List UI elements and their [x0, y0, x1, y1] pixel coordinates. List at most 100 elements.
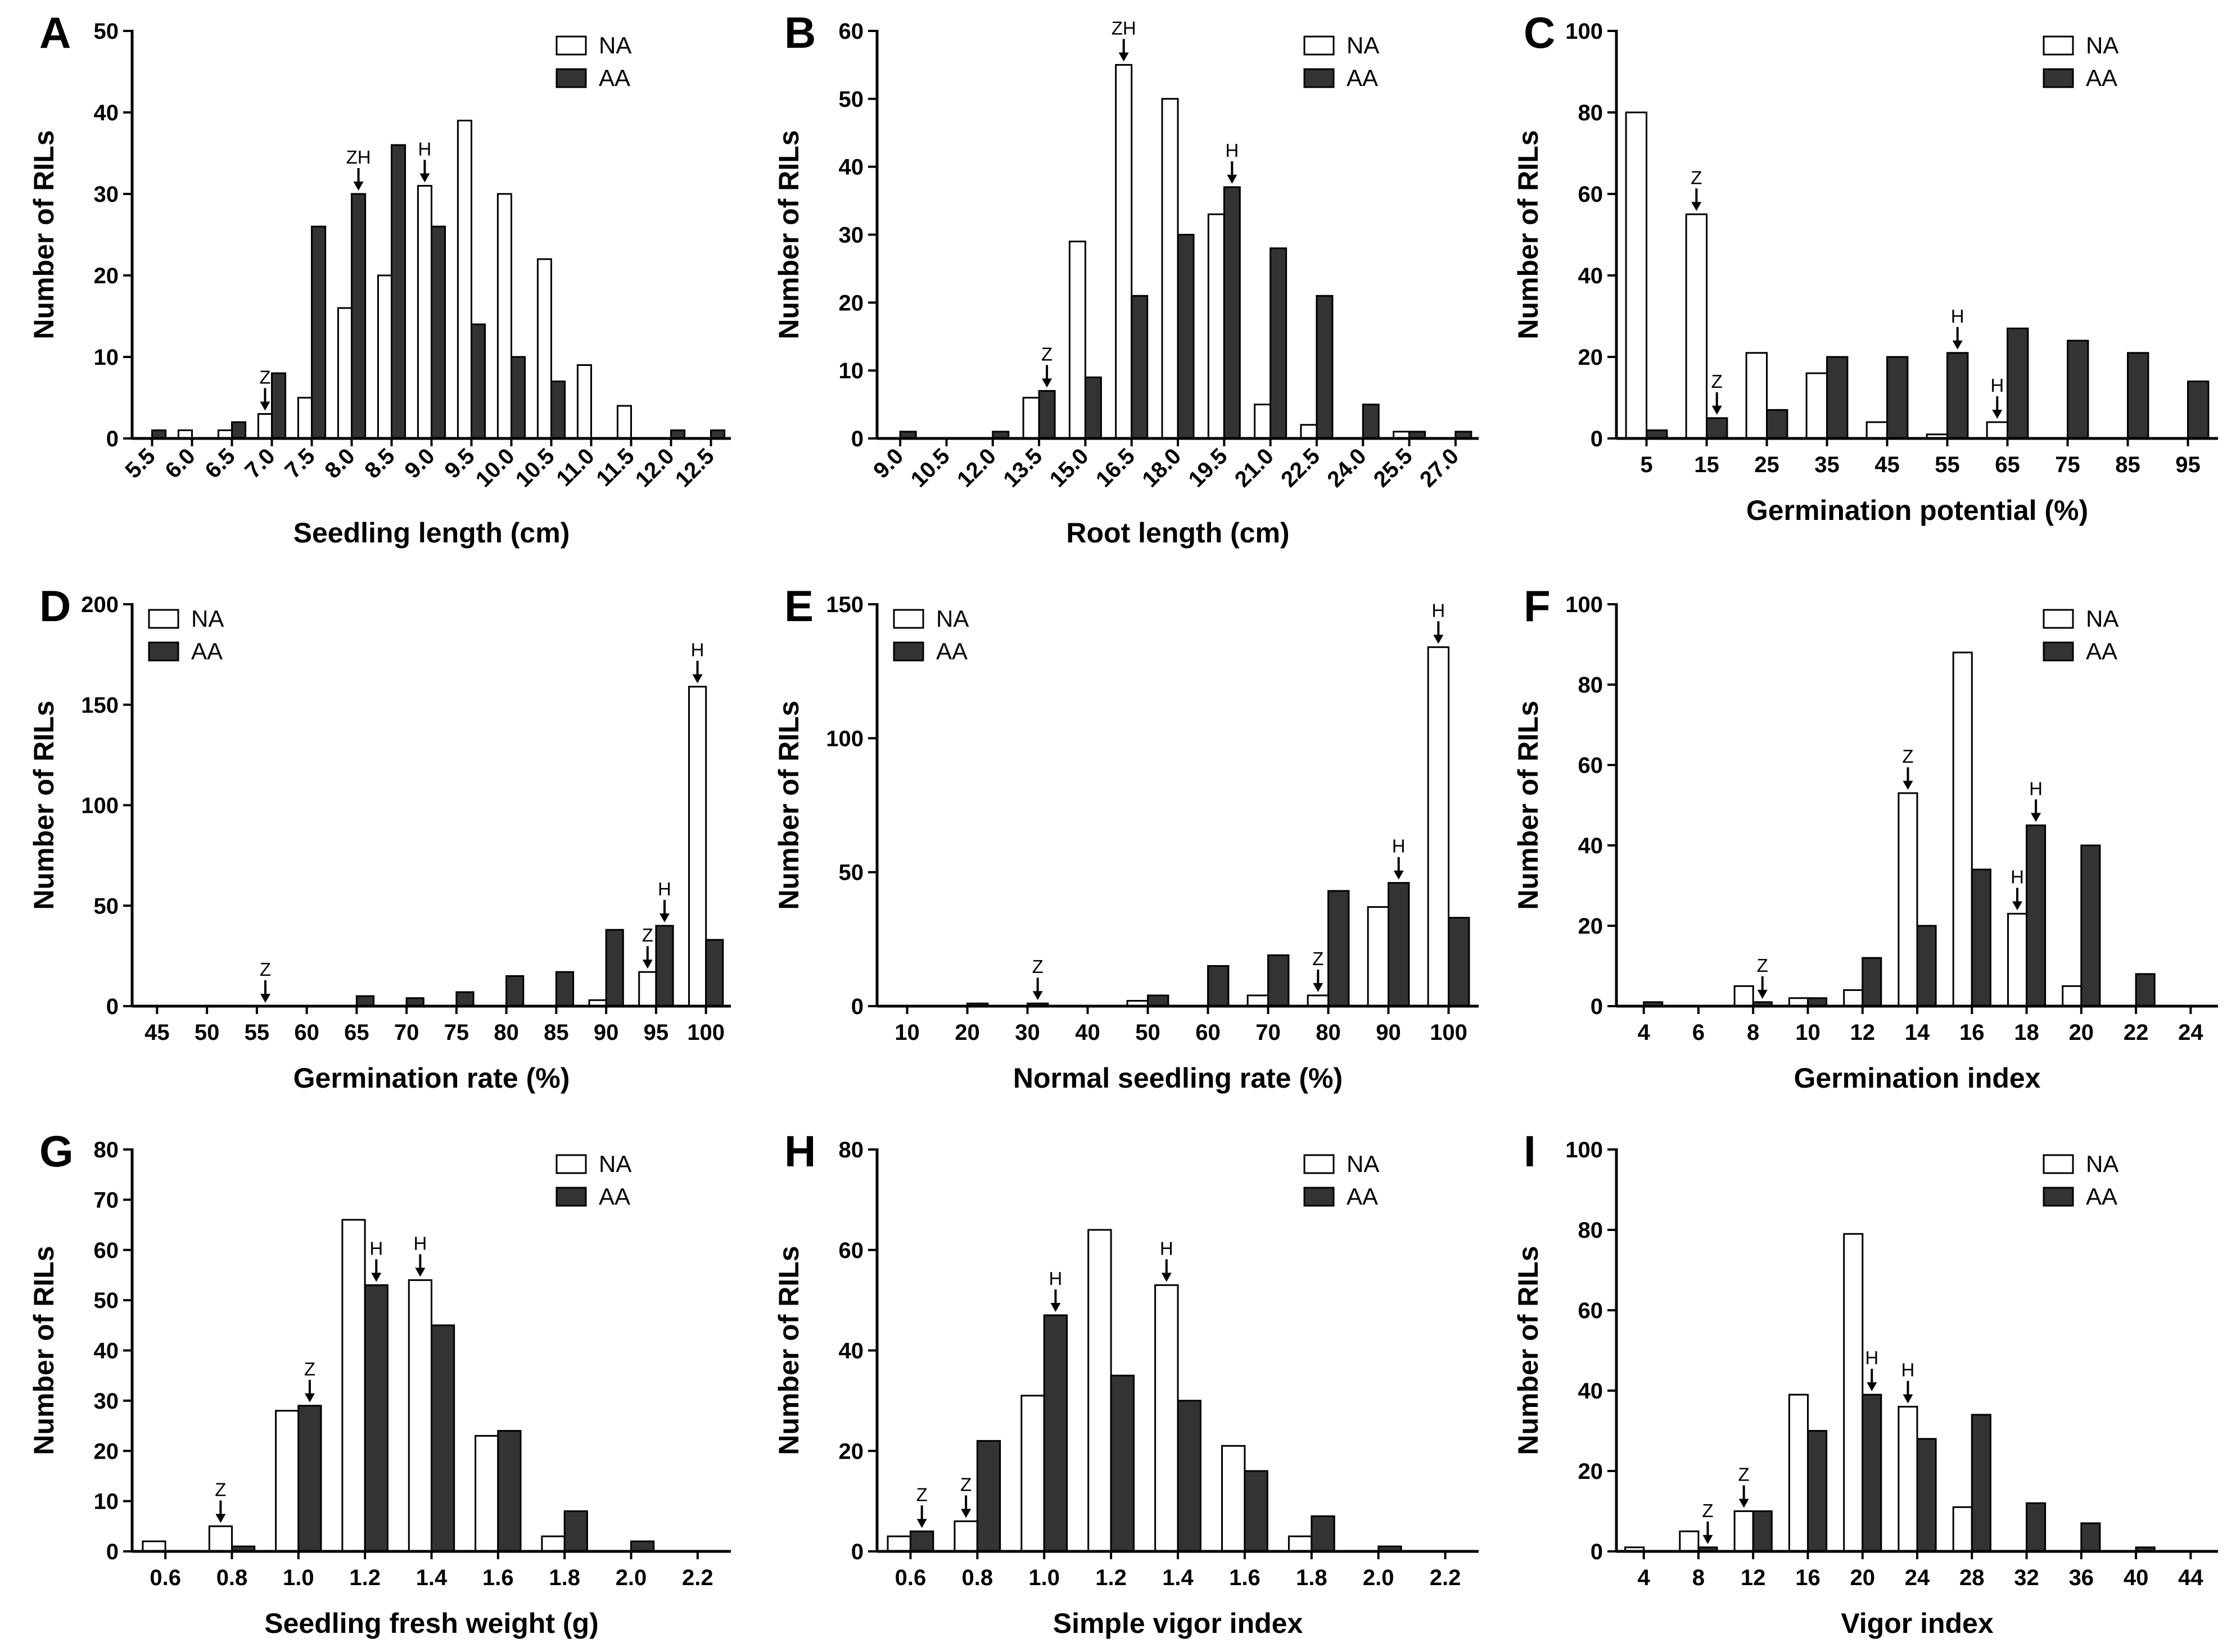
x-tick-label: 80	[494, 1020, 519, 1045]
panel-c: C 0 20 40 60 80 100 5 15 25 35 45 55 65 75 85 95 Germinat…	[1512, 8, 2218, 526]
x-tick-label: 2.0	[616, 1565, 647, 1590]
bar-aa-15	[1706, 417, 1728, 440]
x-tick-label: 10.5	[511, 443, 559, 492]
legend-swatch-na	[2043, 1154, 2074, 1174]
x-tick-label: 55	[245, 1020, 270, 1045]
x-tick-label: 90	[594, 1020, 619, 1045]
marker-label: H	[1392, 836, 1406, 857]
marker-z: Z	[1702, 1500, 1714, 1544]
x-tick-label: 12	[1850, 1020, 1875, 1045]
x-tick-label: 2.0	[1363, 1565, 1394, 1590]
marker-arrow-head	[659, 913, 670, 922]
legend-swatch-aa	[1303, 68, 1335, 88]
x-tick-label: 18	[2014, 1020, 2039, 1045]
marker-z: Z	[1312, 948, 1323, 992]
x-tick-label: 1.0	[1028, 1565, 1060, 1590]
y-tick-label: 50	[839, 87, 864, 112]
bar-na-20	[2062, 985, 2083, 1007]
bar-na-18.0	[1161, 98, 1179, 440]
marker-label: Z	[1711, 371, 1723, 392]
bar-na-20	[1843, 1233, 1864, 1553]
bar-na-1.8	[1288, 1535, 1313, 1553]
y-tick-label: 60	[839, 1238, 864, 1263]
x-tick-label: 20	[2069, 1020, 2094, 1045]
y-tick-label: 0	[106, 994, 119, 1019]
bar-na-90	[1367, 906, 1390, 1007]
marker-arrow-head	[1992, 410, 2003, 419]
bar-na-19.5	[1207, 213, 1225, 440]
y-tick-label: 70	[94, 1188, 119, 1212]
x-tick-label: 6.0	[160, 443, 200, 483]
legend-label-na: NA	[599, 1151, 631, 1177]
x-tick-label: 7.0	[240, 443, 279, 483]
y-tick-label: 30	[94, 182, 119, 207]
legend-swatch-na	[893, 609, 924, 629]
bar-na-0.6	[887, 1535, 911, 1553]
marker-z: Z	[1711, 371, 1723, 415]
marker-arrow-head	[1118, 52, 1129, 62]
bar-aa-21.0	[1270, 247, 1288, 440]
marker-label: H	[1431, 600, 1445, 621]
marker-z: Z	[960, 1474, 972, 1518]
marker-label: H	[369, 1238, 383, 1259]
x-tick-label: 19.5	[1184, 443, 1232, 492]
panel-letter: H	[784, 1126, 816, 1176]
bar-na-15	[1685, 213, 1708, 440]
x-tick-label: 8.0	[320, 443, 359, 483]
bar-aa-16.5	[1131, 295, 1149, 440]
x-tick-label: 0.6	[150, 1565, 181, 1590]
x-tick-label: 12	[1741, 1565, 1766, 1590]
x-tick-label: 8	[1692, 1565, 1705, 1590]
bar-na-95	[638, 971, 657, 1007]
marker-label: ZH	[1112, 17, 1136, 38]
marker-label: H	[2011, 867, 2024, 888]
y-tick-label: 10	[94, 345, 119, 370]
marker-arrow-head	[415, 1268, 426, 1277]
x-axis-title: Germination rate (%)	[293, 1062, 570, 1094]
x-tick-label: 24.0	[1322, 443, 1371, 492]
marker-label: Z	[1312, 948, 1323, 969]
bar-na-9.5	[457, 120, 473, 440]
y-tick-label: 200	[81, 592, 119, 617]
x-tick-label: 1.2	[349, 1565, 381, 1590]
panel-e: E 0 50 100 150 10 20 30 40 50 60 70 80 90 100 Normal se…	[773, 581, 1479, 1094]
marker-h: H	[418, 139, 431, 183]
x-tick-label: 9.0	[400, 443, 439, 483]
bar-aa-80	[505, 975, 525, 1007]
bar-aa-1.4	[1177, 1400, 1201, 1553]
y-tick-label: 10	[839, 359, 864, 383]
x-tick-label: 12.0	[631, 443, 679, 492]
marker-h: H	[1901, 1360, 1914, 1404]
bar-aa-16	[1807, 1430, 1828, 1553]
bar-aa-2.0	[630, 1540, 655, 1553]
y-tick-label: 40	[94, 101, 119, 125]
marker-z: Z	[1041, 343, 1052, 388]
panel-letter: I	[1524, 1126, 1536, 1176]
marker-h: H	[1990, 375, 2004, 419]
marker-arrow-head	[1711, 405, 1722, 415]
bar-aa-50	[1147, 994, 1169, 1007]
y-tick-label: 20	[1578, 914, 1603, 939]
panel-d: D 0 50 100 150 200 45 50 55 60 65 70 75 80 85 90 95 100 Ge…	[28, 581, 731, 1094]
bar-na-18	[2007, 913, 2028, 1007]
panel-letter: E	[784, 581, 814, 631]
x-tick-label: 50	[195, 1020, 220, 1045]
x-tick-label: 100	[1430, 1020, 1467, 1045]
bar-aa-60	[1207, 965, 1230, 1007]
x-tick-label: 85	[544, 1020, 569, 1045]
x-tick-label: 90	[1376, 1020, 1401, 1045]
marker-arrow-head	[1433, 635, 1444, 644]
bar-aa-10.0	[511, 356, 526, 440]
bar-aa-6.5	[231, 421, 247, 440]
x-tick-label: 65	[344, 1020, 369, 1045]
marker-z: Z	[916, 1484, 928, 1528]
bar-aa-1.6	[1244, 1470, 1268, 1553]
x-tick-label: 2.2	[1430, 1565, 1461, 1590]
y-tick-label: 40	[1578, 1379, 1603, 1404]
bar-aa-19.5	[1223, 186, 1241, 440]
bar-aa-35	[1826, 356, 1849, 440]
bar-aa-1.4	[431, 1324, 455, 1553]
y-tick-label: 0	[1591, 994, 1603, 1019]
bar-na-24	[1898, 1406, 1918, 1553]
y-axis-title: Number of RILs	[1512, 1246, 1544, 1455]
